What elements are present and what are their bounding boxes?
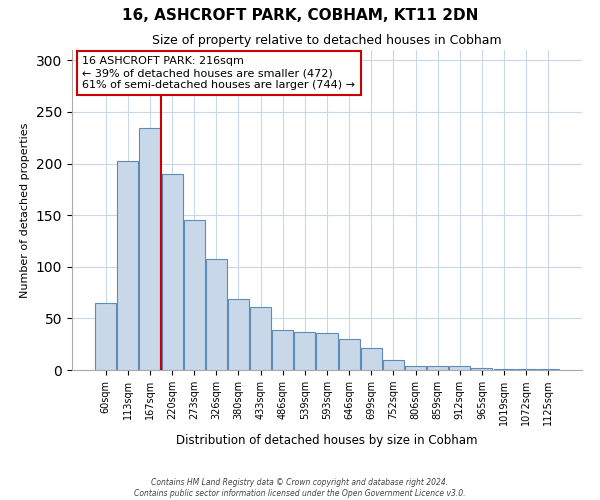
Bar: [427, 366, 448, 370]
Bar: [538, 369, 559, 370]
Bar: [383, 360, 404, 370]
Bar: [361, 348, 382, 370]
Text: Contains HM Land Registry data © Crown copyright and database right 2024.
Contai: Contains HM Land Registry data © Crown c…: [134, 478, 466, 498]
Bar: [494, 369, 515, 370]
Bar: [95, 303, 116, 370]
Bar: [316, 333, 338, 370]
Bar: [184, 220, 205, 370]
Bar: [449, 366, 470, 370]
Bar: [206, 258, 227, 370]
Bar: [405, 366, 426, 370]
Bar: [515, 369, 536, 370]
Bar: [139, 128, 160, 370]
Bar: [118, 162, 139, 370]
Text: 16 ASHCROFT PARK: 216sqm
← 39% of detached houses are smaller (472)
61% of semi-: 16 ASHCROFT PARK: 216sqm ← 39% of detach…: [82, 56, 355, 90]
Bar: [228, 299, 249, 370]
X-axis label: Distribution of detached houses by size in Cobham: Distribution of detached houses by size …: [176, 434, 478, 446]
Text: 16, ASHCROFT PARK, COBHAM, KT11 2DN: 16, ASHCROFT PARK, COBHAM, KT11 2DN: [122, 8, 478, 22]
Title: Size of property relative to detached houses in Cobham: Size of property relative to detached ho…: [152, 34, 502, 48]
Bar: [338, 339, 359, 370]
Y-axis label: Number of detached properties: Number of detached properties: [20, 122, 31, 298]
Bar: [161, 174, 182, 370]
Bar: [295, 332, 316, 370]
Bar: [472, 368, 493, 370]
Bar: [272, 330, 293, 370]
Bar: [250, 307, 271, 370]
